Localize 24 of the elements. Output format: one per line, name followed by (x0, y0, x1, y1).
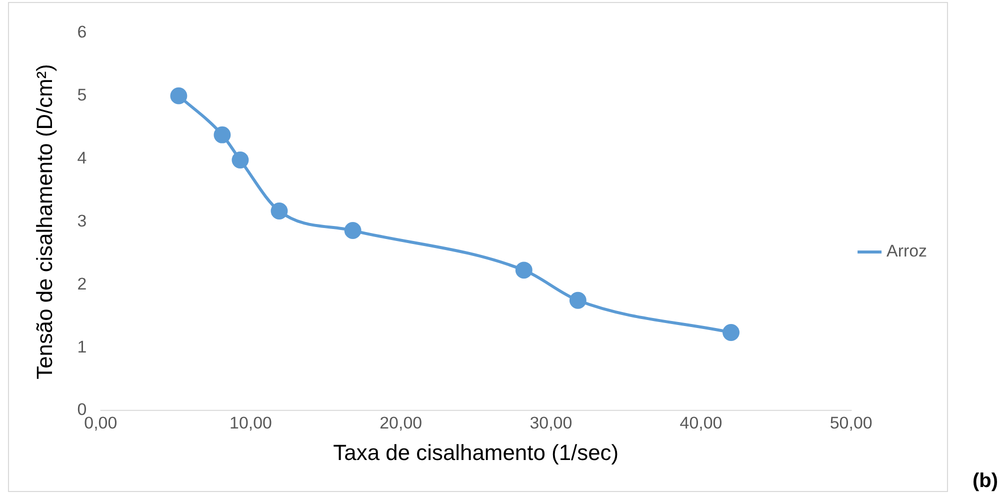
legend-label: Arroz (886, 242, 928, 261)
y-tick-label: 1 (77, 337, 87, 356)
x-tick-label: 50,00 (830, 413, 872, 432)
x-tick-label: 40,00 (680, 413, 722, 432)
point (722, 324, 740, 341)
point (214, 126, 231, 144)
text: (b) (972, 470, 998, 493)
x-tick-label: 0,00 (84, 413, 118, 432)
x-tick-label: 20,00 (380, 413, 422, 432)
point (515, 262, 532, 279)
y-tick-label: 3 (77, 211, 87, 230)
point (232, 152, 249, 168)
point (569, 292, 586, 309)
point (270, 202, 288, 220)
x-tick-label: 30,00 (530, 413, 572, 432)
point (344, 222, 362, 239)
y-tick-label: 5 (77, 86, 87, 104)
y-tick-label: 4 (77, 148, 87, 168)
x-axis-title: Taxa de cisalhamento (1/sec) (333, 440, 619, 465)
point (170, 87, 188, 104)
y-tick-label: 2 (77, 274, 87, 294)
y-axis-title: Tensão de cisalhamento (D/cm²) (32, 64, 58, 380)
x-tick-label: 10,00 (230, 413, 272, 432)
y-tick-label: 6 (77, 22, 87, 42)
